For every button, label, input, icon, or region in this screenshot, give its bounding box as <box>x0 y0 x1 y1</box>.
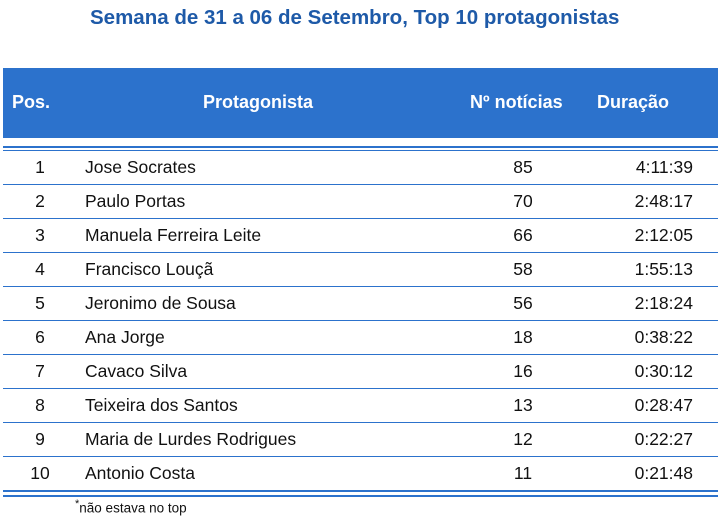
cell-pos: 6 <box>35 327 45 347</box>
cell-news-count: 11 <box>513 463 533 483</box>
table-row: 5 Jeronimo de Sousa 56 2:18:24 <box>3 287 718 321</box>
cell-protagonist: Maria de Lurdes Rodrigues <box>85 429 297 449</box>
header-divider <box>3 146 718 148</box>
cell-pos: 4 <box>35 259 45 279</box>
cell-news-count: 66 <box>513 225 533 245</box>
table-header: Pos. Protagonista Nº notícias Duração <box>3 68 718 138</box>
cell-news-count: 18 <box>513 327 533 347</box>
cell-duration: 0:38:22 <box>634 327 693 347</box>
footnote: *não estava no top <box>75 498 187 516</box>
table-row: 9 Maria de Lurdes Rodrigues 12 0:22:27 <box>3 423 718 457</box>
cell-pos: 9 <box>35 429 45 449</box>
cell-news-count: 70 <box>513 191 533 211</box>
cell-duration: 2:12:05 <box>634 225 693 245</box>
table-row: 10 Antonio Costa 11 0:21:48 <box>3 457 718 492</box>
ranking-table: Pos. Protagonista Nº notícias Duração 1 … <box>3 68 718 497</box>
cell-pos: 1 <box>35 157 45 177</box>
cell-protagonist: Cavaco Silva <box>85 361 188 381</box>
table-bottom-rule <box>3 495 718 497</box>
table-row: 2 Paulo Portas 70 2:48:17 <box>3 185 718 219</box>
cell-protagonist: Ana Jorge <box>85 327 165 347</box>
table-row: 4 Francisco Louçã 58 1:55:13 <box>3 253 718 287</box>
cell-duration: 2:18:24 <box>634 293 693 313</box>
cell-news-count: 13 <box>513 395 533 415</box>
table-body: 1 Jose Socrates 85 4:11:39 2 Paulo Porta… <box>3 151 718 492</box>
header-pos: Pos. <box>12 92 51 112</box>
cell-duration: 0:22:27 <box>634 429 693 449</box>
cell-duration: 0:21:48 <box>634 463 693 483</box>
cell-duration: 0:28:47 <box>634 395 693 415</box>
cell-pos: 5 <box>35 293 45 313</box>
header-divider-thin <box>3 150 718 151</box>
table-row: 1 Jose Socrates 85 4:11:39 <box>3 151 718 185</box>
table-row: 8 Teixeira dos Santos 13 0:28:47 <box>3 389 718 423</box>
cell-protagonist: Jose Socrates <box>85 157 196 177</box>
cell-protagonist: Jeronimo de Sousa <box>85 293 236 313</box>
header-news-count: Nº notícias <box>470 92 563 112</box>
cell-duration: 2:48:17 <box>634 191 693 211</box>
cell-pos: 10 <box>30 463 50 483</box>
cell-pos: 3 <box>35 225 45 245</box>
footnote-text: não estava no top <box>79 500 187 516</box>
cell-protagonist: Antonio Costa <box>85 463 195 483</box>
cell-news-count: 58 <box>513 259 533 279</box>
cell-protagonist: Paulo Portas <box>85 191 186 211</box>
cell-duration: 1:55:13 <box>634 259 693 279</box>
cell-protagonist: Teixeira dos Santos <box>85 395 238 415</box>
cell-news-count: 56 <box>513 293 533 313</box>
cell-duration: 0:30:12 <box>634 361 693 381</box>
footnote-mark: * <box>75 498 80 510</box>
cell-pos: 7 <box>35 361 45 381</box>
table-row: 6 Ana Jorge 18 0:38:22 <box>3 321 718 355</box>
cell-pos: 8 <box>35 395 45 415</box>
table-row: 3 Manuela Ferreira Leite 66 2:12:05 <box>3 219 718 253</box>
table-row: 7 Cavaco Silva 16 0:30:12 <box>3 355 718 389</box>
cell-protagonist: Manuela Ferreira Leite <box>85 225 262 245</box>
cell-duration: 4:11:39 <box>635 157 693 177</box>
header-protagonist: Protagonista <box>203 92 314 112</box>
cell-news-count: 85 <box>513 157 533 177</box>
cell-pos: 2 <box>35 191 45 211</box>
page-title: Semana de 31 a 06 de Setembro, Top 10 pr… <box>90 6 620 29</box>
cell-protagonist: Francisco Louçã <box>85 259 214 279</box>
cell-news-count: 12 <box>513 429 533 449</box>
cell-news-count: 16 <box>513 361 533 381</box>
header-duration: Duração <box>597 92 670 112</box>
